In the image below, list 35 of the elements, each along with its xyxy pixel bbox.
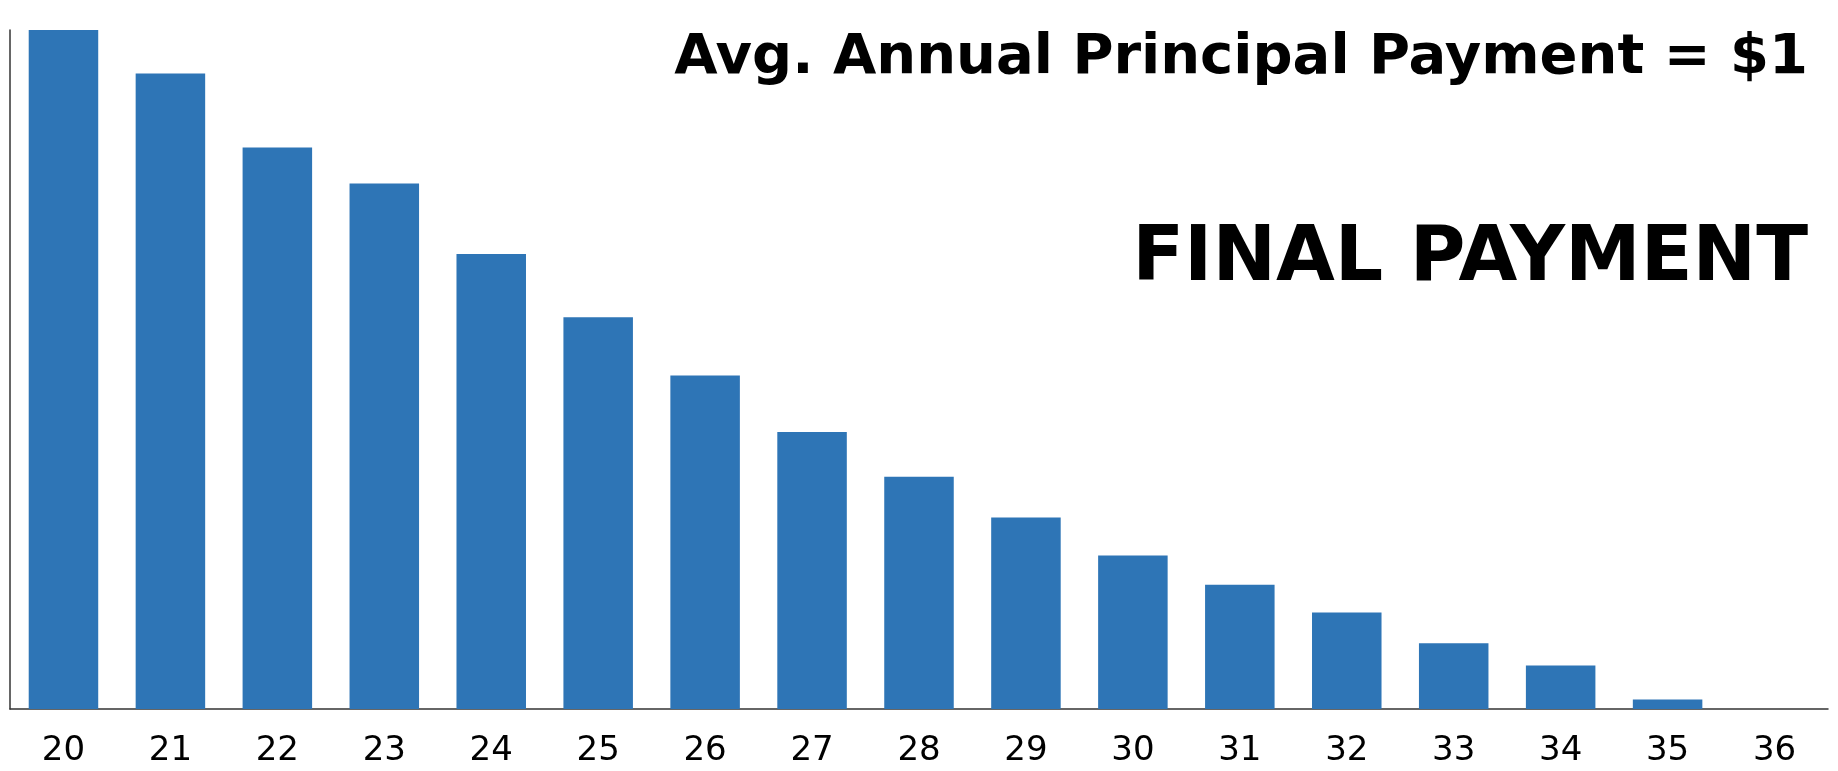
x-tick-label: 34 (1539, 728, 1583, 768)
x-tick-label: 25 (576, 728, 620, 768)
x-tick-label: 35 (1645, 728, 1690, 768)
x-tick-label: 36 (1752, 728, 1797, 768)
bar (1418, 643, 1489, 709)
x-tick-label: 23 (362, 728, 406, 768)
bar (1312, 612, 1382, 709)
bar (242, 147, 313, 709)
annotation: Avg. Annual Principal Payment = $1 (674, 20, 1809, 86)
x-tick-label: 30 (1111, 728, 1155, 768)
bar (777, 431, 847, 709)
x-tick-label: 32 (1325, 728, 1369, 768)
bar (991, 517, 1061, 709)
bar (349, 183, 420, 709)
bar (1632, 699, 1703, 709)
bar (1098, 555, 1168, 709)
x-tick-label: 22 (255, 728, 299, 768)
x-tick-label: 27 (790, 728, 834, 768)
bar (670, 375, 740, 709)
x-tick-label: 28 (897, 728, 941, 768)
bar (135, 73, 206, 709)
x-tick-label: 21 (148, 728, 193, 768)
x-tick-label: 20 (41, 728, 86, 768)
bar (1525, 665, 1596, 709)
x-tick-label: 33 (1432, 728, 1476, 768)
x-tick-label: 29 (1004, 728, 1048, 768)
bar (563, 317, 633, 709)
bar (1205, 584, 1275, 709)
annotation: FINAL PAYMENT (1132, 208, 1809, 298)
bar (456, 254, 526, 709)
x-tick-label: 24 (469, 728, 513, 768)
bar (884, 476, 954, 709)
x-tick-label: 31 (1218, 728, 1262, 768)
bar (28, 30, 99, 709)
x-tick-label: 26 (683, 728, 727, 768)
